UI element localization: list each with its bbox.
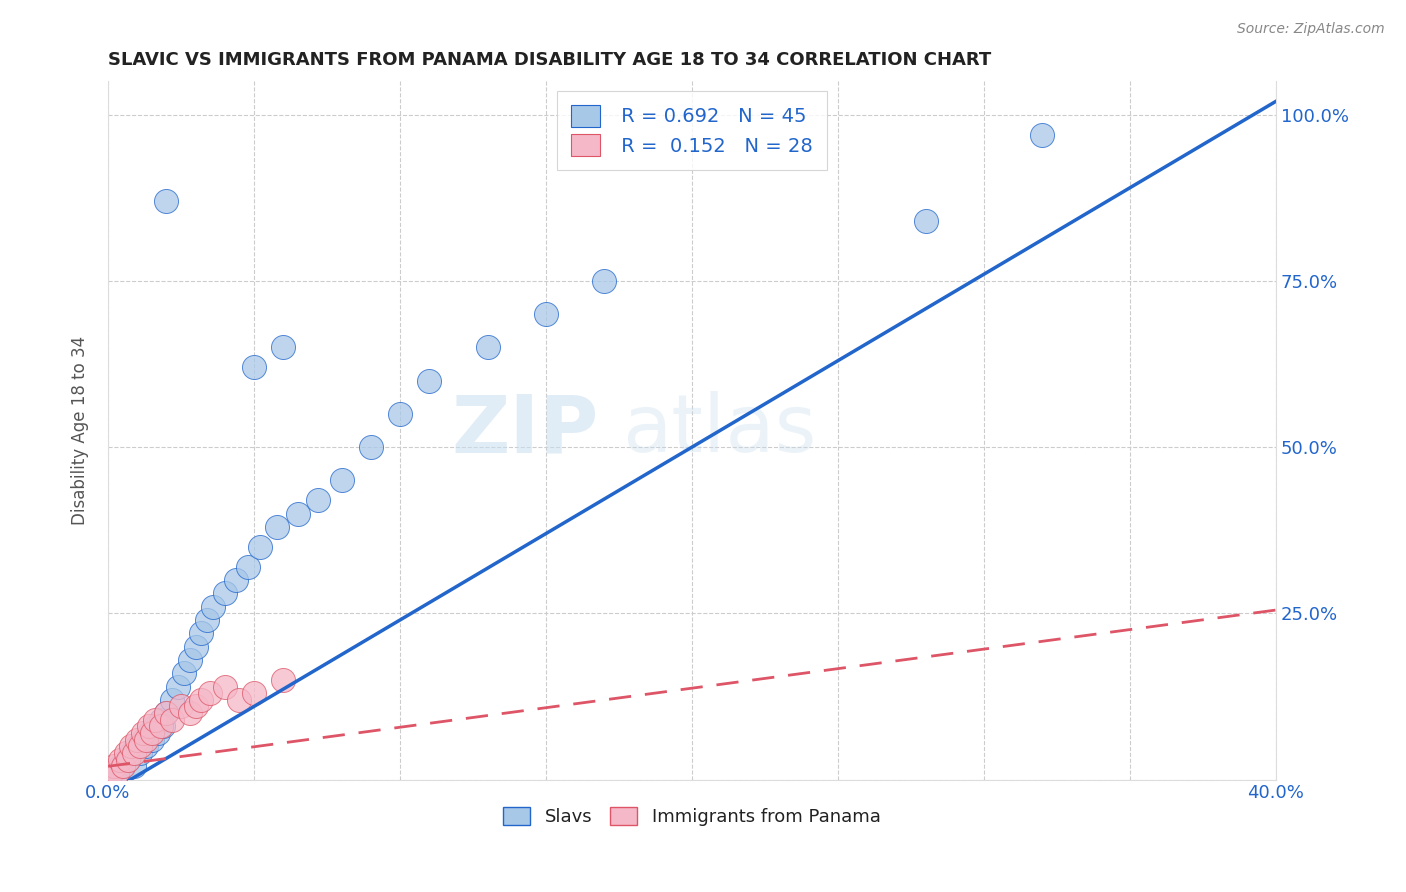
Point [214,586,236,600]
Point [127,732,149,747]
Point [129,746,152,760]
Point [122,759,145,773]
Point [141,726,163,740]
Point [360,440,382,454]
Point [236,559,259,574]
Point [132,732,155,747]
Point [138,719,160,733]
Point [190,626,212,640]
Point [108,759,131,773]
Point [184,699,207,714]
Point [195,613,218,627]
Point [155,706,177,720]
Point [143,719,166,733]
Point [155,194,177,208]
Point [120,746,142,760]
Point [271,340,294,354]
Point [1031,128,1053,142]
Point [143,713,166,727]
Point [135,732,157,747]
Point [114,753,136,767]
Point [103,759,125,773]
Point [225,573,247,587]
Point [287,507,309,521]
Point [152,719,174,733]
Text: Source: ZipAtlas.com: Source: ZipAtlas.com [1237,22,1385,37]
Point [111,759,134,773]
Point [228,693,250,707]
Point [243,686,266,700]
Point [167,680,190,694]
Legend: Slavs, Immigrants from Panama: Slavs, Immigrants from Panama [496,799,889,833]
Point [120,739,142,754]
Point [108,753,131,767]
Point [184,640,207,654]
Point [129,739,152,754]
Point [418,374,440,388]
Point [266,520,288,534]
Point [214,680,236,694]
Point [132,726,155,740]
Point [243,360,266,375]
Point [141,732,163,747]
Point [330,474,353,488]
Point [914,214,936,228]
Point [388,407,411,421]
Point [105,766,128,780]
Point [160,693,183,707]
Point [114,746,136,760]
Point [117,753,139,767]
Point [477,340,499,354]
Point [149,719,172,733]
Point [198,686,221,700]
Point [105,766,128,780]
Point [179,706,201,720]
Point [190,693,212,707]
Point [179,653,201,667]
Point [155,706,177,720]
Point [271,673,294,687]
Point [149,713,172,727]
Text: ZIP: ZIP [451,392,599,469]
Point [307,493,329,508]
Point [160,713,183,727]
Point [593,274,616,288]
Point [202,599,225,614]
Point [117,753,139,767]
Point [138,726,160,740]
Point [173,666,195,681]
Point [249,540,271,554]
Point [127,739,149,754]
Point [111,759,134,773]
Point [534,307,557,321]
Point [100,766,122,780]
Point [122,746,145,760]
Y-axis label: Disability Age 18 to 34: Disability Age 18 to 34 [72,336,89,525]
Text: atlas: atlas [621,392,817,469]
Text: SLAVIC VS IMMIGRANTS FROM PANAMA DISABILITY AGE 18 TO 34 CORRELATION CHART: SLAVIC VS IMMIGRANTS FROM PANAMA DISABIL… [108,51,991,69]
Point [146,726,169,740]
Point [170,699,193,714]
Point [135,739,157,754]
